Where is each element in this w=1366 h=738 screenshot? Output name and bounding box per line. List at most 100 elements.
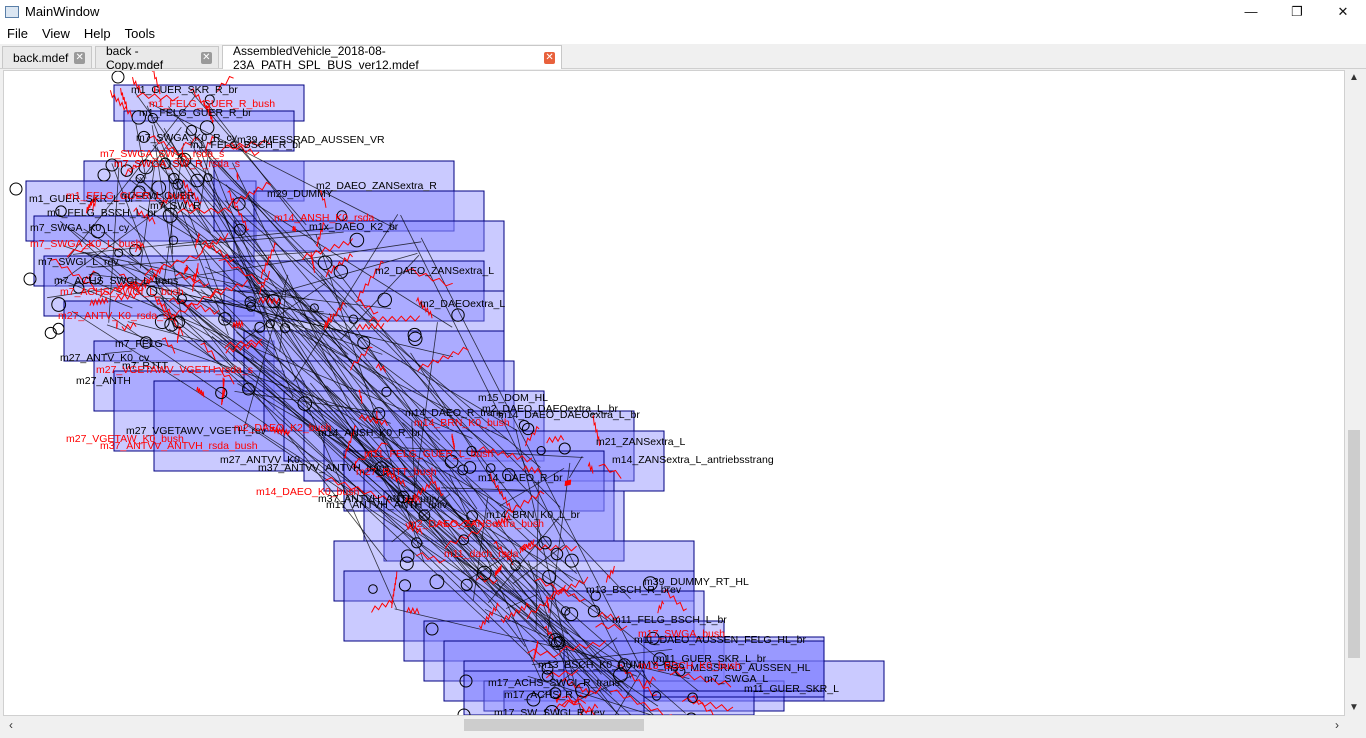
connector-label: m27_ANTV_K0_rsda_s: [58, 310, 168, 322]
spring-element: [368, 315, 421, 323]
joint-circle: [451, 308, 465, 322]
joint-circle: [518, 419, 530, 431]
spring-element: [690, 695, 714, 715]
menu-bar: File View Help Tools: [0, 23, 1366, 44]
tab-assembled-vehicle[interactable]: AssembledVehicle_2018-08-23A_PATH_SPL_BU…: [222, 43, 562, 72]
joint-circle: [135, 173, 145, 184]
joint-circle: [526, 692, 541, 707]
joint-circle: [560, 606, 571, 616]
spring-element: [519, 539, 535, 554]
body-label: m2_DAEOextra_L: [420, 298, 505, 310]
joint-circle: [133, 185, 146, 198]
model-graph-svg[interactable]: m1_GUER_SKR_R_br m1_FELG_GUER_R_br m7_SWGA…: [4, 71, 1344, 715]
tab-close-icon[interactable]: ✕: [200, 51, 212, 64]
connector-label: m1_FELG_GUER_R_bush: [149, 98, 275, 110]
maximize-button[interactable]: ❐: [1291, 3, 1303, 19]
close-button[interactable]: ✕: [1337, 3, 1349, 19]
spring-element: [415, 552, 446, 564]
tab-back-mdef[interactable]: back.mdef ✕: [2, 46, 92, 68]
scroll-down-icon[interactable]: ▼: [1349, 702, 1359, 713]
joint-link-line: [243, 282, 327, 340]
spring-element: [259, 270, 270, 295]
spring-element: [236, 172, 239, 181]
minimize-button[interactable]: —: [1244, 4, 1258, 19]
body-label: m1x_DAEO_K2_br: [309, 221, 399, 233]
spring-element: [597, 611, 620, 621]
spring-element: [227, 190, 250, 232]
joint-circle: [333, 264, 349, 279]
spring-element: [444, 526, 484, 549]
tab-close-icon[interactable]: ✕: [74, 51, 85, 64]
body-label: m7_ACHS_SWGI_L_trans: [54, 275, 178, 287]
tab-back-copy-mdef[interactable]: back - Copy.mdef ✕: [95, 44, 219, 72]
body-label: m7_SWGA_K0_R_cy: [136, 132, 238, 144]
joint-link-line: [402, 447, 584, 458]
joint-link-line: [83, 228, 277, 351]
spring-element: [352, 442, 388, 468]
body-label: m27_VGETAWV_VGETH_rev: [126, 425, 267, 437]
horizontal-scrollbar[interactable]: ‹ ›: [3, 716, 1345, 734]
spring-element: [324, 476, 391, 504]
joint-circle: [548, 633, 563, 648]
spring-element: [343, 424, 357, 459]
spring-element: [124, 164, 137, 177]
spring-element: [258, 296, 282, 305]
spring-element: [605, 565, 615, 583]
joint-circle: [485, 463, 496, 473]
spring-element: [180, 195, 195, 211]
body-label: m11_DAEO_AUSSEN_FELG_HL_br: [634, 634, 806, 646]
body-label: m2_DAEO_DAEOextra_L_br: [482, 403, 618, 415]
spring-element: [522, 465, 542, 475]
joint-link-line: [114, 208, 620, 715]
joint-link-line: [135, 123, 147, 179]
spring-element: [404, 496, 421, 505]
tab-label: AssembledVehicle_2018-08-23A_PATH_SPL_BU…: [233, 43, 419, 72]
body-label: m2_DAEO_ZANSextra_L: [375, 265, 494, 277]
spring-element: [205, 105, 214, 124]
vertical-scroll-thumb[interactable]: [1348, 430, 1360, 658]
tab-close-icon[interactable]: ✕: [544, 51, 555, 64]
joint-circle: [309, 303, 319, 313]
scroll-right-icon[interactable]: ›: [1335, 718, 1339, 732]
joint-link-line: [160, 297, 577, 701]
joint-circle: [147, 112, 159, 124]
joint-link-line: [127, 321, 207, 343]
scroll-up-icon[interactable]: ▲: [1349, 72, 1359, 83]
joint-circle: [129, 243, 142, 257]
document-tab-bar: back.mdef ✕ back - Copy.mdef ✕ Assembled…: [0, 43, 1366, 72]
window-controls: — ❐ ✕: [1228, 0, 1366, 23]
spring-element: [527, 648, 561, 658]
joint-circle: [88, 272, 102, 285]
joint-link-line: [88, 273, 391, 310]
joint-circle: [154, 314, 170, 330]
joint-circle: [675, 666, 686, 677]
joint-link-line: [151, 125, 184, 328]
joint-circle: [218, 312, 232, 326]
menu-file[interactable]: File: [7, 26, 28, 41]
spring-element: [681, 697, 734, 712]
joint-link-line: [420, 237, 652, 688]
joint-link-line: [320, 275, 478, 510]
scroll-left-icon[interactable]: ‹: [9, 718, 13, 732]
joint-link-line: [104, 350, 132, 354]
body-label: m1_FELG_BSCH_R_br: [190, 139, 302, 151]
body-label: m27_ANTV_K0_cv: [60, 352, 150, 364]
joint-link-line: [415, 322, 438, 485]
vertical-scrollbar[interactable]: ▲ ▼: [1345, 70, 1363, 716]
menu-view[interactable]: View: [41, 26, 70, 41]
joint-link-line: [168, 328, 556, 589]
joint-link-line: [391, 493, 451, 543]
body-label: m7_FELG: [115, 338, 163, 350]
joint-circle: [186, 124, 198, 136]
joint-link-line: [108, 167, 120, 323]
body-label: m17_ACHS_R: [504, 689, 573, 701]
model-graph-canvas[interactable]: m1_GUER_SKR_R_br m1_FELG_GUER_R_br m7_SWGA…: [3, 70, 1345, 716]
menu-tools[interactable]: Tools: [124, 26, 156, 41]
joint-link-line: [313, 305, 370, 390]
body-label: m14_DAEO_R_trans: [405, 407, 504, 419]
spring-element: [121, 321, 137, 332]
menu-help[interactable]: Help: [83, 26, 111, 41]
joint-circle: [549, 687, 562, 700]
spring-element: [562, 695, 595, 715]
horizontal-scroll-thumb[interactable]: [464, 719, 644, 731]
